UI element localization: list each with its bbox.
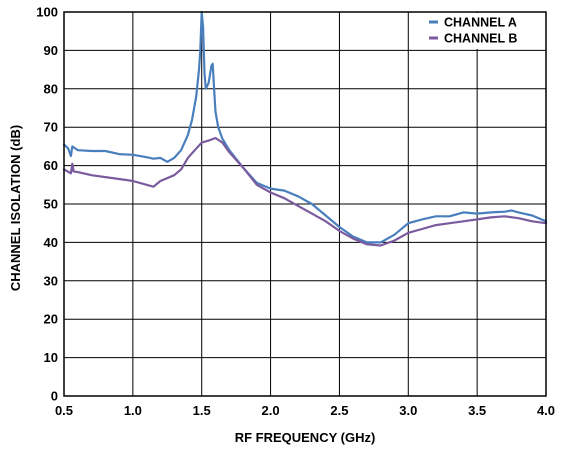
x-tick-label: 3.5	[468, 403, 486, 418]
y-tick-label: 20	[44, 312, 58, 327]
x-tick-labels: 0.5 1.0 1.5 2.0 2.5 3.0 3.5 4.0	[55, 403, 555, 418]
series-lines	[62, 10, 548, 247]
y-tick-label: 0	[51, 389, 58, 404]
x-tick-label: 4.0	[537, 403, 555, 418]
y-axis-title: CHANNEL ISOLATION (dB)	[8, 125, 23, 291]
y-tick-label: 50	[44, 197, 58, 212]
plot-frame	[63, 11, 547, 397]
y-tick-label: 30	[44, 273, 58, 288]
x-tick-label: 1.0	[124, 403, 142, 418]
legend-label-channel-a: CHANNEL A	[444, 16, 517, 30]
legend-label-channel-b: CHANNEL B	[444, 32, 517, 46]
series-line-channel-b	[62, 136, 548, 247]
grid	[63, 11, 547, 397]
y-tick-label: 60	[44, 158, 58, 173]
series-line-channel-a	[62, 10, 548, 244]
legend-background	[420, 13, 545, 49]
y-tick-label: 40	[44, 235, 58, 250]
x-tick-label: 1.5	[193, 403, 211, 418]
x-tick-label: 0.5	[55, 403, 73, 418]
y-tick-label: 100	[36, 5, 58, 20]
legend: CHANNEL A CHANNEL B	[420, 13, 545, 49]
y-tick-labels: 0 10 20 30 40 50 60 70 80 90 100	[36, 5, 58, 404]
x-tick-label: 2.0	[262, 403, 280, 418]
x-tick-label: 3.0	[399, 403, 417, 418]
y-tick-label: 10	[44, 350, 58, 365]
x-tick-label: 2.5	[330, 403, 348, 418]
x-axis-title: RF FREQUENCY (GHz)	[235, 430, 376, 445]
y-tick-label: 90	[44, 43, 58, 58]
y-tick-label: 80	[44, 81, 58, 96]
y-tick-label: 70	[44, 120, 58, 135]
